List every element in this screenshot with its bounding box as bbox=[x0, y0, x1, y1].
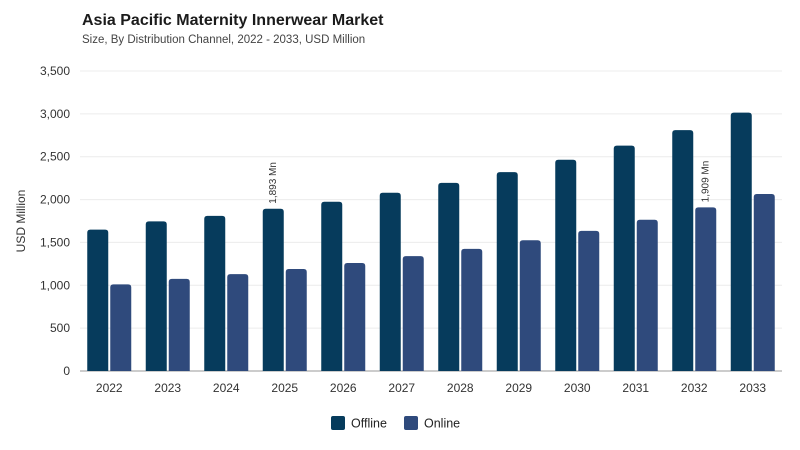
value-annotation: 1,909 Mn bbox=[701, 161, 712, 203]
x-tick-label: 2025 bbox=[271, 381, 298, 395]
value-annotation: 1,893 Mn bbox=[268, 162, 279, 204]
bar-offline-2031 bbox=[613, 145, 635, 371]
legend-label-online: Online bbox=[424, 417, 460, 431]
y-tick-label: 500 bbox=[50, 321, 70, 335]
bar-offline-2032 bbox=[672, 130, 694, 371]
bar-online-2026 bbox=[344, 263, 366, 371]
data-annotations: 1,893 Mn 1,909 Mn bbox=[268, 161, 712, 204]
y-tick-label: 3,500 bbox=[40, 64, 70, 78]
bar-online-2022 bbox=[110, 284, 132, 371]
x-tick-label: 2026 bbox=[330, 381, 357, 395]
x-tick-label: 2023 bbox=[154, 381, 181, 395]
bar-online-2031 bbox=[636, 219, 658, 371]
bar-offline-2028 bbox=[438, 182, 460, 371]
x-tick-label: 2027 bbox=[388, 381, 415, 395]
y-tick-label: 3,000 bbox=[40, 107, 70, 121]
y-axis-ticks: 0 500 1,000 1,500 2,000 2,500 3,000 3,500 bbox=[40, 64, 70, 378]
y-axis-label: USD Million bbox=[14, 190, 28, 253]
bar-online-2024 bbox=[227, 274, 249, 371]
chart-title: Asia Pacific Maternity Innerwear Market bbox=[82, 12, 384, 29]
y-tick-label: 1,000 bbox=[40, 278, 70, 292]
bar-online-2027 bbox=[402, 256, 424, 371]
chart-subtitle: Size, By Distribution Channel, 2022 - 20… bbox=[82, 34, 366, 46]
y-tick-label: 2,500 bbox=[40, 150, 70, 164]
legend-label-offline: Offline bbox=[351, 417, 387, 431]
bar-offline-2033 bbox=[730, 112, 752, 372]
legend-swatch-offline bbox=[331, 416, 345, 430]
bar-online-2029 bbox=[519, 240, 541, 371]
x-tick-label: 2032 bbox=[681, 381, 708, 395]
x-tick-label: 2028 bbox=[447, 381, 474, 395]
bar-offline-2029 bbox=[496, 172, 518, 371]
x-tick-label: 2024 bbox=[213, 381, 240, 395]
bar-offline-2030 bbox=[555, 159, 577, 371]
bar-online-2032 bbox=[695, 207, 717, 371]
bar-online-2033 bbox=[753, 194, 775, 371]
y-tick-label: 0 bbox=[63, 364, 70, 378]
bar-offline-2026 bbox=[321, 201, 343, 371]
x-tick-label: 2033 bbox=[739, 381, 766, 395]
legend: Offline Online bbox=[331, 416, 460, 431]
gridlines bbox=[80, 70, 782, 372]
bar-online-2025 bbox=[285, 269, 307, 371]
legend-swatch-online bbox=[404, 416, 418, 430]
y-tick-label: 2,000 bbox=[40, 193, 70, 207]
bar-offline-2025 bbox=[262, 208, 284, 371]
bar-offline-2023 bbox=[145, 221, 167, 371]
x-tick-label: 2030 bbox=[564, 381, 591, 395]
bar-offline-2027 bbox=[379, 192, 401, 371]
bar-online-2028 bbox=[461, 248, 483, 371]
x-axis-ticks: 2022 2023 2024 2025 2026 2027 2028 2029 2030 2031… bbox=[96, 381, 767, 395]
y-tick-label: 1,500 bbox=[40, 235, 70, 249]
x-tick-label: 2031 bbox=[622, 381, 649, 395]
bar-offline-2024 bbox=[204, 215, 226, 371]
x-tick-label: 2029 bbox=[505, 381, 532, 395]
bar-online-2023 bbox=[168, 278, 190, 371]
bars bbox=[87, 112, 775, 372]
bar-online-2030 bbox=[578, 230, 600, 371]
x-tick-label: 2022 bbox=[96, 381, 123, 395]
bar-offline-2022 bbox=[87, 229, 109, 371]
